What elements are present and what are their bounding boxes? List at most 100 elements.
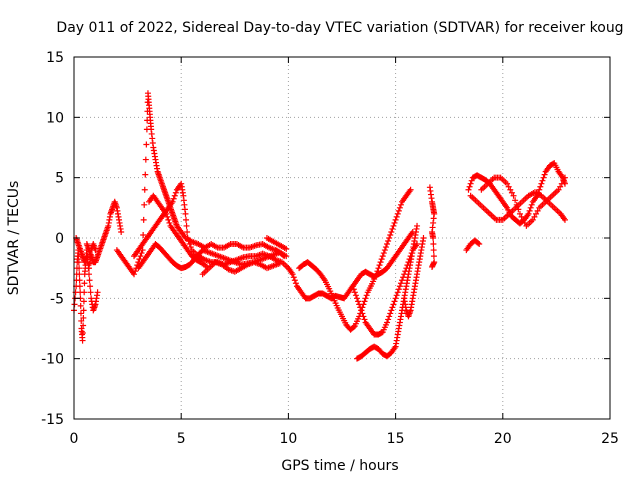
series-arc-g — [285, 228, 416, 302]
data-point — [349, 283, 356, 290]
data-point — [558, 180, 565, 187]
x-tick-label: 15 — [387, 431, 405, 447]
data-point — [389, 225, 396, 232]
data-point — [390, 222, 397, 229]
series-arc-d — [199, 259, 283, 278]
data-point — [81, 289, 88, 296]
data-point — [77, 302, 84, 309]
data-point — [555, 186, 562, 193]
data-point — [289, 271, 296, 278]
data-point — [360, 313, 367, 320]
data-point — [352, 292, 359, 299]
data-point — [536, 186, 543, 193]
data-point — [140, 231, 147, 238]
x-tick-label: 0 — [70, 431, 79, 447]
data-point — [387, 310, 394, 317]
y-tick-label: 15 — [46, 50, 64, 66]
x-tick-label: 10 — [279, 431, 297, 447]
data-point — [163, 210, 170, 217]
data-point — [359, 310, 366, 317]
data-point — [390, 301, 397, 308]
chart-title: Day 011 of 2022, Sidereal Day-to-day VTE… — [56, 20, 623, 36]
data-point — [539, 177, 546, 184]
data-point — [378, 329, 385, 336]
data-point — [391, 298, 398, 305]
data-point — [276, 260, 283, 267]
data-point — [387, 231, 394, 238]
data-point — [80, 314, 87, 321]
data-point — [385, 316, 392, 323]
data-point — [76, 283, 83, 290]
data-point — [396, 204, 403, 211]
data-point — [184, 228, 191, 235]
data-point — [142, 171, 149, 178]
data-point — [388, 228, 395, 235]
data-point — [141, 186, 148, 193]
data-point — [373, 271, 380, 278]
data-point — [140, 216, 147, 223]
data-point — [92, 247, 99, 254]
data-point — [516, 210, 523, 217]
data-point — [508, 189, 515, 196]
data-point — [71, 301, 78, 308]
data-point — [165, 216, 172, 223]
x-tick-label: 25 — [601, 431, 619, 447]
data-point — [391, 219, 398, 226]
data-point — [467, 180, 474, 187]
data-point — [80, 298, 87, 305]
data-point — [182, 210, 189, 217]
data-point — [510, 192, 517, 199]
data-point — [513, 201, 520, 208]
data-point — [351, 289, 358, 296]
y-axis-label: SDTVAR / TECUs — [6, 181, 22, 296]
series-arc-early-c — [73, 235, 99, 272]
data-point — [283, 245, 290, 252]
x-axis-label: GPS time / hours — [281, 458, 398, 474]
data-point — [186, 241, 193, 248]
data-point — [137, 253, 144, 260]
data-point — [430, 247, 437, 254]
data-point — [94, 289, 101, 296]
data-point — [183, 216, 190, 223]
data-point — [166, 219, 173, 226]
data-point — [518, 213, 525, 220]
data-point — [171, 192, 178, 199]
data-point — [537, 183, 544, 190]
data-point — [164, 213, 171, 220]
data-point — [76, 277, 83, 284]
data-point — [504, 180, 511, 187]
data-point — [520, 216, 527, 223]
data-point — [393, 292, 400, 299]
data-point — [380, 250, 387, 257]
data-point — [187, 244, 194, 251]
data-point — [527, 204, 534, 211]
data-point — [384, 241, 391, 248]
data-point — [392, 295, 399, 302]
series-arc-p — [478, 174, 568, 229]
data-point — [397, 201, 404, 208]
data-point — [184, 235, 191, 241]
series-arc-o — [467, 189, 568, 223]
data-point — [79, 330, 86, 337]
data-point — [86, 271, 93, 278]
data-point — [379, 253, 386, 260]
y-tick-label: -15 — [41, 412, 64, 428]
data-point — [132, 268, 139, 275]
series-arc-m — [463, 237, 483, 254]
data-point — [389, 304, 396, 311]
data-point — [393, 213, 400, 220]
data-point — [79, 337, 86, 344]
data-point — [541, 171, 548, 178]
data-point — [291, 277, 298, 284]
data-point — [533, 210, 540, 217]
data-point — [142, 156, 149, 163]
data-point — [420, 235, 427, 241]
data-point — [185, 238, 192, 245]
y-tick-label: 0 — [55, 231, 64, 247]
data-point — [386, 313, 393, 320]
data-point — [414, 222, 421, 229]
data-point — [75, 259, 82, 266]
